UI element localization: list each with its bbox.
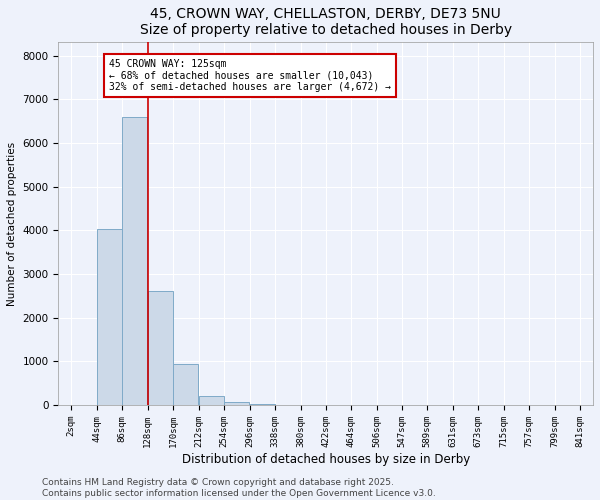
Bar xyxy=(250,404,275,405)
Text: Contains HM Land Registry data © Crown copyright and database right 2025.
Contai: Contains HM Land Registry data © Crown c… xyxy=(42,478,436,498)
Text: 45 CROWN WAY: 125sqm
← 68% of detached houses are smaller (10,043)
32% of semi-d: 45 CROWN WAY: 125sqm ← 68% of detached h… xyxy=(109,59,391,92)
Bar xyxy=(199,396,224,405)
Bar xyxy=(173,364,199,405)
Bar xyxy=(97,230,122,405)
Bar xyxy=(122,116,148,405)
Title: 45, CROWN WAY, CHELLASTON, DERBY, DE73 5NU
Size of property relative to detached: 45, CROWN WAY, CHELLASTON, DERBY, DE73 5… xyxy=(140,7,512,37)
X-axis label: Distribution of detached houses by size in Derby: Distribution of detached houses by size … xyxy=(182,452,470,466)
Bar xyxy=(224,402,249,405)
Y-axis label: Number of detached properties: Number of detached properties xyxy=(7,142,17,306)
Bar xyxy=(148,292,173,405)
